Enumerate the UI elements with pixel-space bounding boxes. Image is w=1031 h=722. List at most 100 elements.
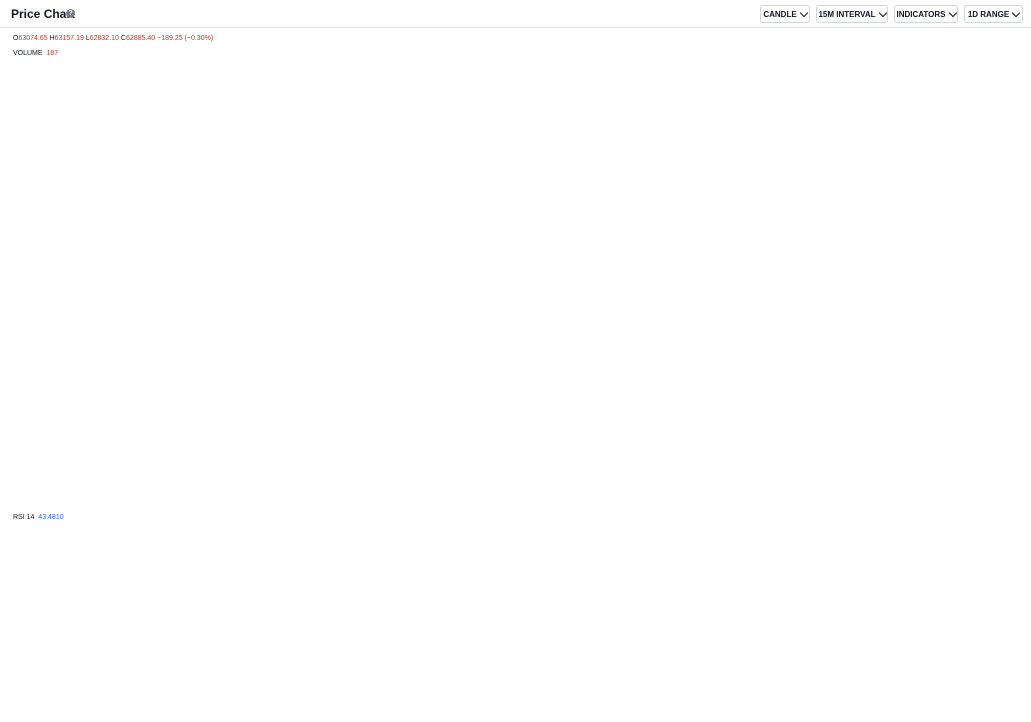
volume-bar	[437, 482, 446, 504]
volume-bar	[480, 482, 489, 504]
volume-bar	[428, 484, 437, 504]
chevron-down-icon	[948, 8, 957, 17]
candle-body	[437, 237, 444, 241]
ohlc-close-label: C	[120, 35, 126, 42]
candle-body	[802, 80, 809, 89]
time-tick-label: 04:30	[524, 709, 543, 718]
ohlc-change: −189.25 (−0.30%)	[157, 35, 214, 42]
time-tick-label: 12:00	[803, 709, 822, 718]
candle-body	[237, 246, 244, 255]
candle-body	[185, 351, 192, 356]
volume-bar	[394, 478, 403, 504]
candle-body	[593, 164, 600, 191]
volume-bar	[724, 461, 733, 504]
candle-body	[289, 234, 296, 243]
volume-bar	[341, 472, 350, 504]
last-price-label: 62885.40	[992, 150, 1023, 159]
help-icon[interactable]: ?	[66, 9, 75, 18]
volume-bar	[793, 461, 802, 504]
volume-bar	[115, 470, 124, 504]
time-tick-label: 09:00	[691, 709, 710, 718]
rsi-value: 43.4810	[38, 514, 64, 521]
candle-body	[255, 262, 262, 267]
price-tick-label: 59750.00	[993, 462, 1024, 471]
volume-bar	[515, 475, 524, 504]
volume-bar	[29, 444, 38, 504]
volume-bar	[567, 482, 576, 504]
volume-bar	[872, 458, 880, 504]
ohlc-legend: O63074.65 H63157.19 L62832.10 C62885.40 …	[13, 35, 213, 42]
candle-body	[402, 244, 409, 251]
time-tick-label: 10:30	[747, 709, 766, 718]
candle-body	[724, 122, 731, 144]
candle-body	[654, 149, 661, 151]
chart-type-button[interactable]: CANDLE	[760, 5, 810, 23]
candle-body	[602, 160, 609, 164]
candle-body	[646, 146, 653, 151]
volume-bar	[376, 477, 385, 504]
volume-bar	[367, 478, 376, 504]
candle-body	[20, 381, 27, 434]
volume-bar	[463, 467, 472, 504]
volume-legend: VOLUME 187	[13, 50, 58, 57]
volume-bar	[246, 471, 255, 504]
volume-bar	[20, 448, 29, 504]
candle-body	[98, 321, 105, 324]
volume-bar	[854, 460, 863, 504]
candle-body	[706, 136, 713, 144]
time-tick-label: 06:00	[580, 709, 599, 718]
candle-body	[150, 339, 157, 346]
chevron-down-icon	[878, 8, 887, 17]
volume-bar	[255, 471, 264, 504]
candle-body	[619, 127, 626, 158]
candle-body	[472, 158, 479, 161]
chevron-down-icon	[1011, 8, 1021, 17]
price-tick-label: 59500.00	[993, 487, 1024, 496]
candle-body	[663, 148, 670, 150]
candle-body	[124, 339, 131, 344]
price-tick-label: 61750.00	[993, 263, 1024, 272]
time-tick-label: 07:30	[635, 709, 654, 718]
candle-body	[819, 92, 826, 95]
volume-bar	[646, 478, 655, 504]
interval-button[interactable]: 15M INTERVAL	[816, 5, 888, 23]
candle-body	[463, 157, 470, 163]
candle-body	[324, 230, 331, 233]
candle-body	[880, 137, 887, 155]
volume-bar	[46, 467, 55, 504]
volume-bar	[37, 461, 46, 504]
volume-bar	[385, 475, 394, 504]
volume-bar	[863, 444, 872, 504]
volume-bar	[63, 457, 72, 504]
candle-body	[367, 234, 374, 243]
time-tick-label: 01:30	[412, 709, 431, 718]
candle-body	[750, 126, 757, 144]
rsi-tick-label: 50.0000	[993, 619, 1020, 628]
volume-bar	[776, 453, 785, 504]
volume-bar	[550, 485, 559, 504]
volume-bar	[411, 488, 420, 504]
rsi-tick-label: 60.0000	[993, 586, 1020, 595]
volume-bar	[663, 479, 672, 504]
time-tick-label: 16:30	[77, 709, 96, 718]
volume-bar	[698, 441, 707, 504]
chart-header: Price Chart ? CANDLE 15M INTERVAL INDICA…	[0, 0, 1031, 28]
volume-bar	[524, 478, 533, 504]
candle-body	[741, 135, 748, 144]
candle-body	[767, 117, 774, 120]
volume-bar	[845, 430, 854, 504]
volume-bar	[819, 475, 828, 504]
volume-bar	[750, 464, 759, 504]
candle-body	[115, 337, 122, 344]
volume-bar	[654, 481, 663, 504]
indicators-button[interactable]: INDICATORS	[894, 5, 958, 23]
candle-body	[194, 345, 201, 356]
time-tick-label: 18:00	[133, 709, 152, 718]
volume-bar	[420, 487, 429, 504]
volume-bar	[150, 482, 159, 504]
candle-body	[420, 252, 427, 255]
candle-body	[576, 164, 583, 173]
last-price-badge	[989, 148, 1029, 161]
range-button[interactable]: 1D RANGE	[964, 5, 1023, 23]
